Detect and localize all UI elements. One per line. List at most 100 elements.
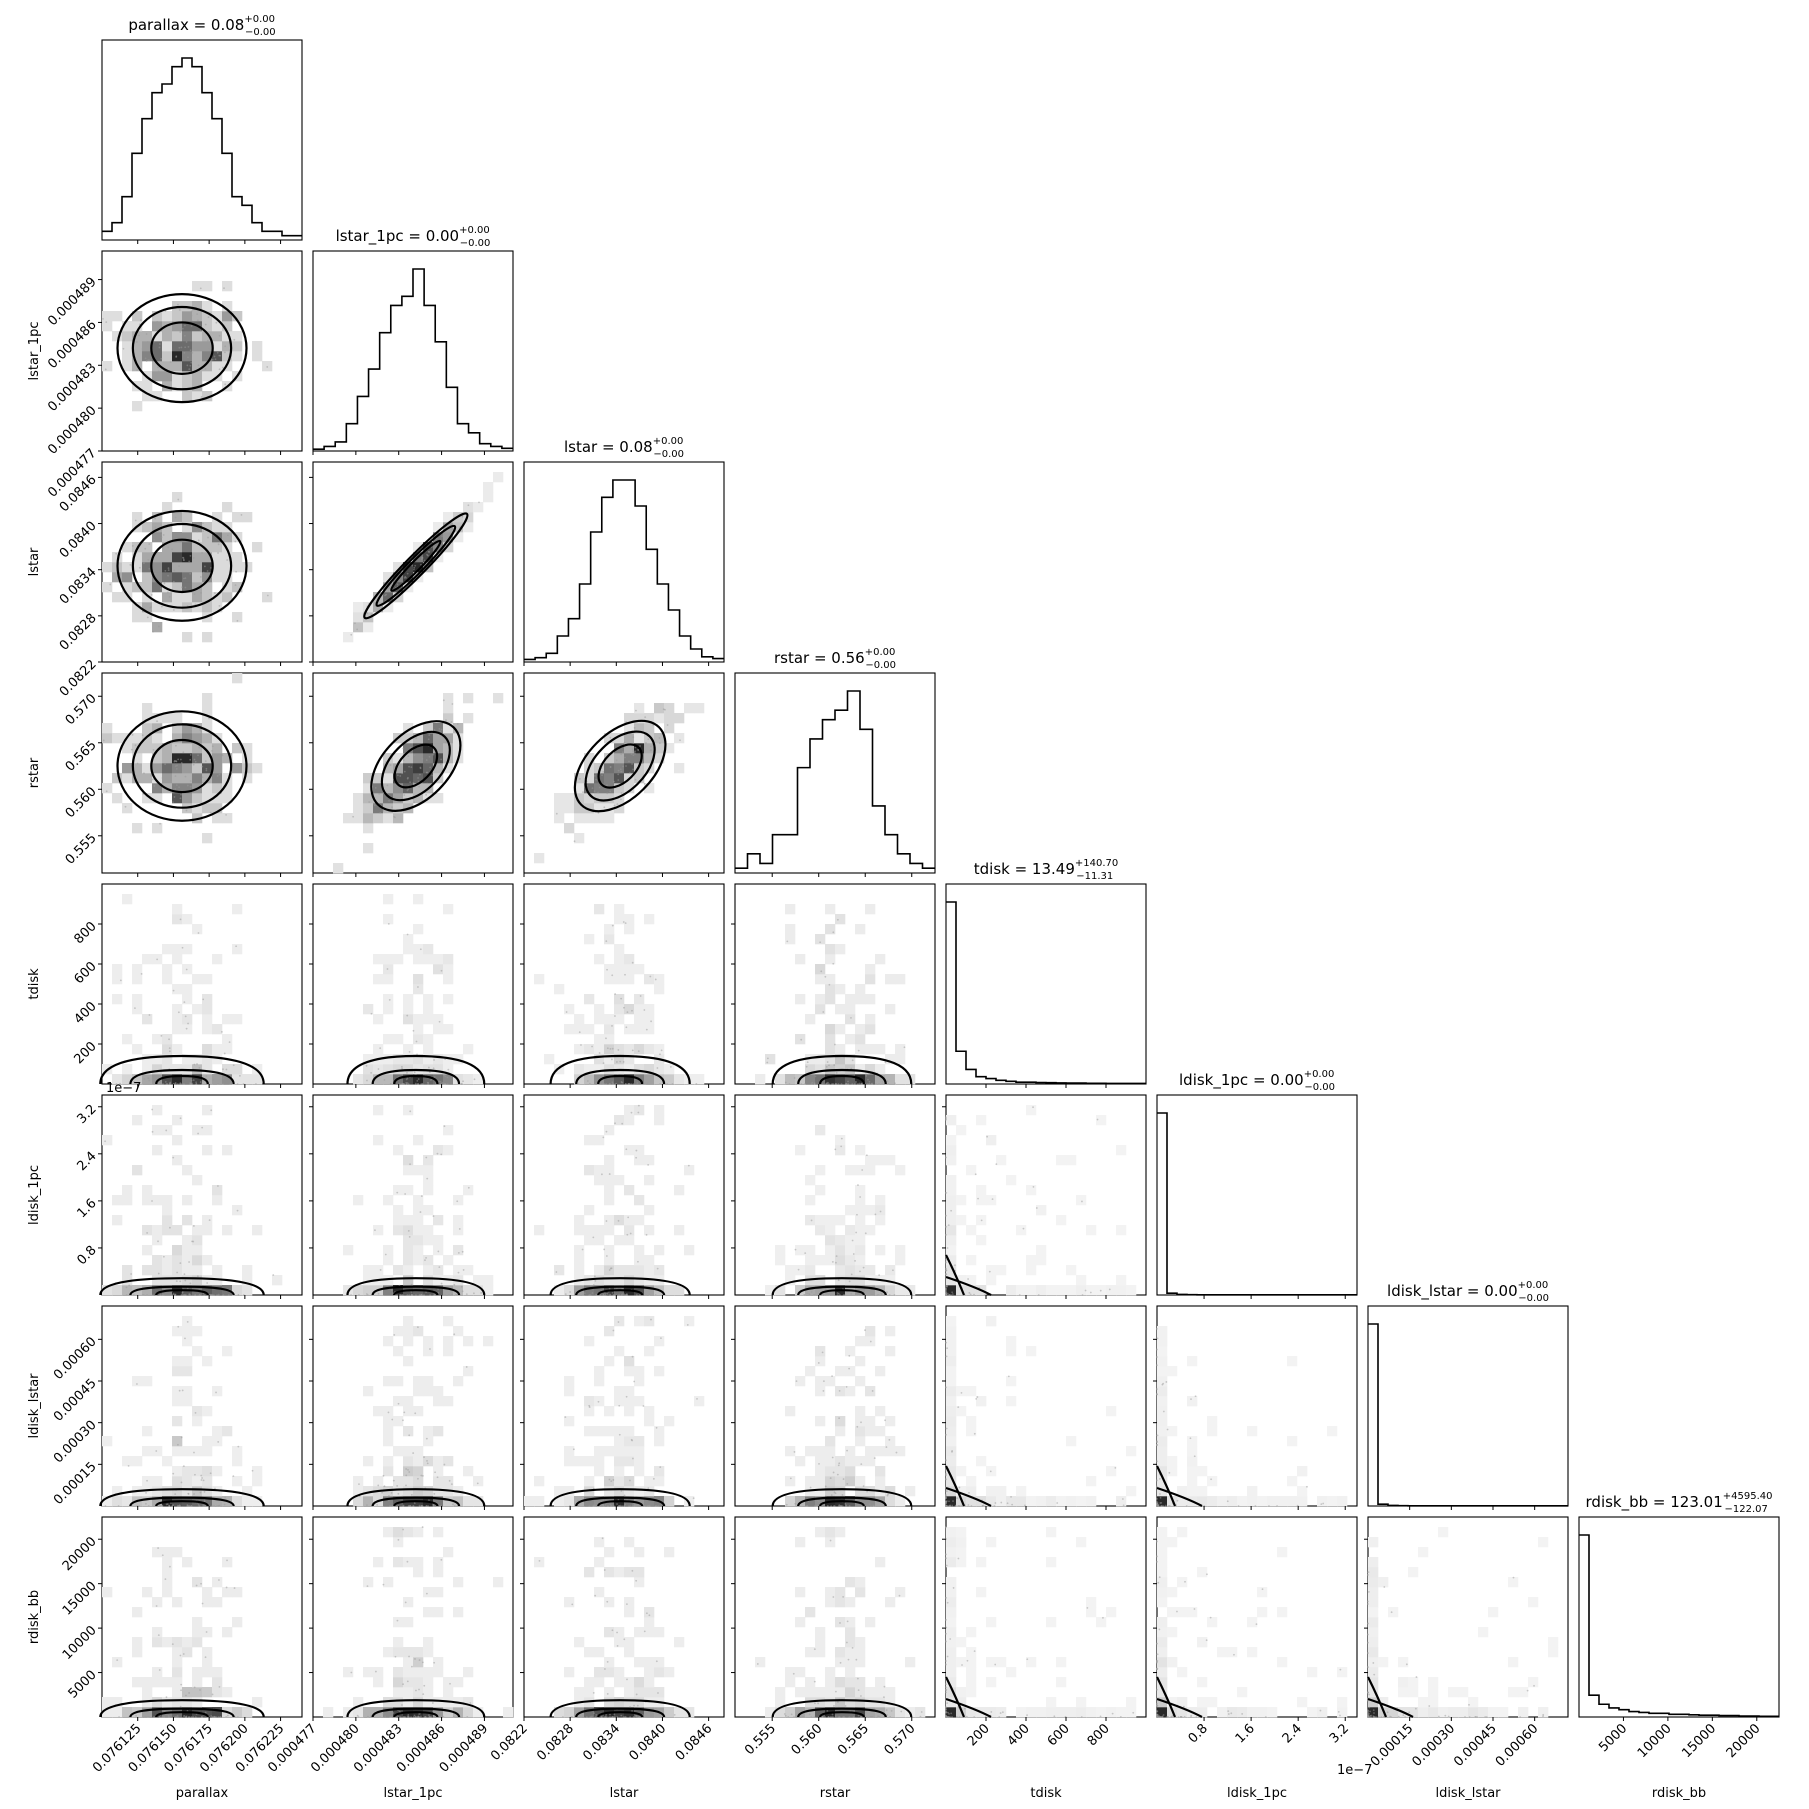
scatter-point: [136, 762, 139, 765]
scatter-point: [156, 320, 159, 323]
scatter-point: [871, 1390, 874, 1392]
density-cell: [433, 1245, 444, 1256]
scatter-point: [212, 1078, 215, 1081]
scatter-point: [177, 1443, 179, 1446]
scatter-point: [870, 1716, 873, 1718]
scatter-point: [226, 559, 229, 561]
contour-line: [393, 1074, 439, 1085]
scatter-point: [945, 1632, 947, 1635]
density-cell: [413, 1165, 424, 1176]
scatter-point: [830, 1505, 833, 1507]
scatter-point: [945, 1478, 947, 1481]
scatter-point: [406, 933, 409, 936]
density-cell: [222, 1687, 233, 1698]
density-cell: [483, 482, 494, 493]
scatter-point: [1018, 1294, 1021, 1296]
density-cell: [222, 331, 233, 342]
density-cell: [172, 1275, 183, 1286]
scatter-point: [844, 1294, 846, 1296]
scatter-point: [869, 1340, 872, 1343]
scatter-point: [164, 763, 167, 766]
panel-lstar_1pc-vs-tdisk: [312, 883, 514, 1085]
density-cell: [413, 1667, 424, 1678]
scatter-point: [193, 593, 196, 596]
scatter-point: [377, 1484, 380, 1487]
density-cell: [102, 582, 113, 593]
density-cell: [946, 1637, 957, 1648]
density-cell: [423, 1064, 434, 1075]
scatter-point: [641, 762, 644, 765]
density-cell: [634, 1677, 645, 1688]
density-cell: [885, 1074, 896, 1085]
density-cell: [202, 391, 213, 402]
scatter-point: [655, 1660, 658, 1663]
scatter-point: [441, 541, 444, 544]
density-cell: [443, 512, 454, 523]
density-cell: [956, 1275, 967, 1286]
scatter-point: [179, 1083, 181, 1085]
density-cell: [1187, 1396, 1198, 1407]
density-cell: [845, 1366, 856, 1377]
density-cell: [654, 1265, 665, 1276]
density-cell: [825, 904, 836, 915]
scatter-point: [945, 1497, 947, 1500]
density-cell: [453, 1677, 464, 1688]
density-cell: [212, 783, 223, 794]
density-cell: [815, 1346, 826, 1357]
density-cell: [614, 974, 625, 985]
scatter-point: [832, 1596, 835, 1598]
scatter-point: [622, 765, 625, 768]
scatter-point: [171, 1643, 174, 1645]
scatter-point: [210, 1109, 213, 1112]
density-cell: [172, 914, 183, 925]
scatter-point: [632, 736, 635, 739]
density-cell: [443, 1145, 454, 1156]
scatter-point: [605, 1713, 607, 1716]
scatter-point: [201, 776, 204, 779]
density-cell: [192, 1275, 203, 1286]
density-cell: [403, 1697, 414, 1708]
scatter-point: [841, 1494, 844, 1496]
density-cell: [393, 1707, 404, 1718]
density-cell: [594, 1004, 605, 1015]
density-cell: [152, 1476, 163, 1487]
density-cell: [192, 1175, 203, 1186]
density-cell: [604, 753, 615, 764]
density-cell: [654, 1064, 665, 1075]
scatter-point: [374, 1670, 377, 1673]
scatter-point: [180, 761, 183, 764]
density-cell: [212, 773, 223, 784]
density-cell: [413, 1225, 424, 1236]
density-cell: [212, 763, 223, 774]
scatter-point: [179, 1280, 182, 1283]
scatter-point: [445, 719, 447, 722]
density-cell: [835, 1265, 846, 1276]
density-cell: [453, 532, 464, 543]
scatter-point: [180, 1481, 183, 1484]
density-cell: [594, 1175, 605, 1186]
density-cell: [363, 1386, 374, 1397]
scatter-point: [451, 1503, 454, 1506]
density-cell: [152, 512, 163, 523]
density-cell: [604, 1657, 615, 1668]
density-cell: [1458, 1707, 1469, 1718]
density-cell: [343, 813, 354, 824]
density-cell: [142, 1064, 153, 1075]
scatter-point: [159, 1505, 162, 1507]
scatter-point: [604, 1294, 607, 1296]
scatter-point: [440, 1558, 443, 1561]
density-cell: [584, 1285, 595, 1296]
density-cell: [413, 743, 424, 754]
contour-line: [380, 730, 451, 802]
scatter-point: [1386, 1711, 1389, 1714]
density-cell: [393, 803, 404, 814]
scatter-point: [164, 1578, 167, 1581]
density-cell: [1247, 1496, 1258, 1507]
scatter-point: [379, 1047, 382, 1050]
density-cell: [946, 1155, 957, 1166]
density-cell: [142, 1265, 153, 1276]
density-cell: [202, 1667, 213, 1678]
scatter-point: [839, 1661, 842, 1664]
density-cell: [363, 1707, 374, 1718]
scatter-point: [836, 1294, 839, 1296]
